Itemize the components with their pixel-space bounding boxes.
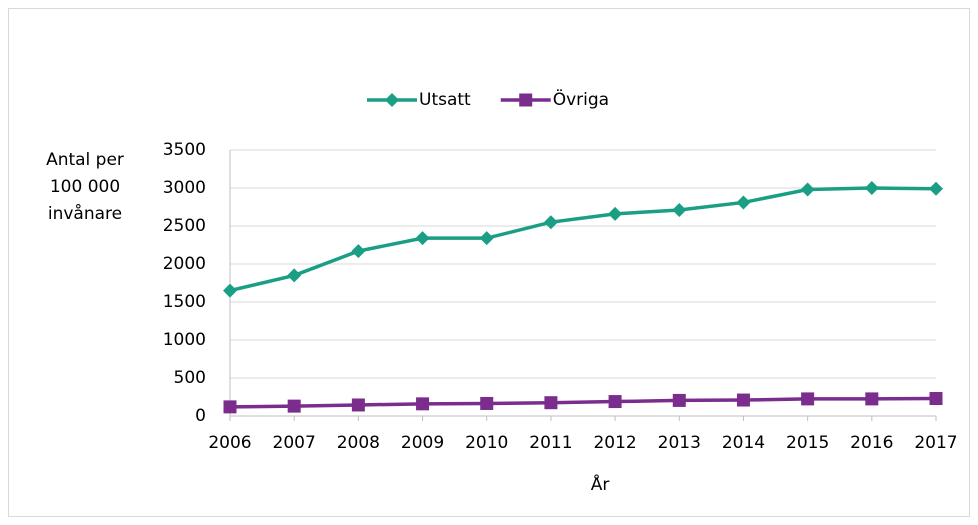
series-line [229,186,937,293]
data-point [801,392,815,406]
y-tick-label: 2500 [163,216,206,236]
legend-label: Utsatt [419,90,471,110]
data-point [287,268,302,283]
data-point [415,231,430,246]
y-axis-label: invånare [48,203,122,224]
data-point [287,399,301,413]
series-line [229,396,937,409]
x-tick-label: 2015 [786,433,829,453]
x-tick-label: 2006 [208,433,251,453]
data-point [608,206,623,221]
data-point [800,182,815,197]
data-point [864,181,879,195]
data-point [736,195,751,210]
x-tick-label: 2017 [914,433,957,453]
x-tick-label: 2011 [529,433,572,453]
y-tick-label: 0 [195,406,206,426]
x-axis-label: År [591,473,610,495]
legend-marker [385,93,399,107]
data-point [929,392,943,406]
x-tick-label: 2007 [273,433,316,453]
data-point [223,283,237,298]
x-tick-label: 2008 [337,433,380,453]
data-point [480,396,494,410]
x-tick-label: 2016 [850,433,893,453]
data-point [543,215,558,230]
y-tick-label: 500 [174,368,206,388]
data-point [223,400,237,414]
data-point [672,393,686,407]
data-point [865,392,879,406]
y-tick-label: 3000 [163,178,206,198]
data-point [608,395,622,409]
y-tick-label: 3500 [163,140,206,160]
data-point [351,244,366,259]
y-tick-label: 2000 [163,254,206,274]
chart-frame [8,8,970,517]
data-point [351,398,365,412]
y-axis-label: 100 000 [50,177,120,197]
legend-marker [519,93,533,107]
x-tick-label: 2010 [465,433,508,453]
x-tick-label: 2013 [658,433,701,453]
x-tick-label: 2012 [593,433,636,453]
x-tick-label: 2014 [722,433,765,453]
data-point [479,231,494,246]
data-point [929,181,943,196]
x-tick-label: 2009 [401,433,444,453]
data-point [416,397,430,411]
y-tick-label: 1500 [163,292,206,312]
y-axis-label: Antal per [46,150,124,170]
data-point [544,396,558,410]
legend-label: Övriga [553,88,609,110]
data-point [672,203,687,218]
data-point [736,393,750,407]
y-tick-label: 1000 [163,330,206,350]
